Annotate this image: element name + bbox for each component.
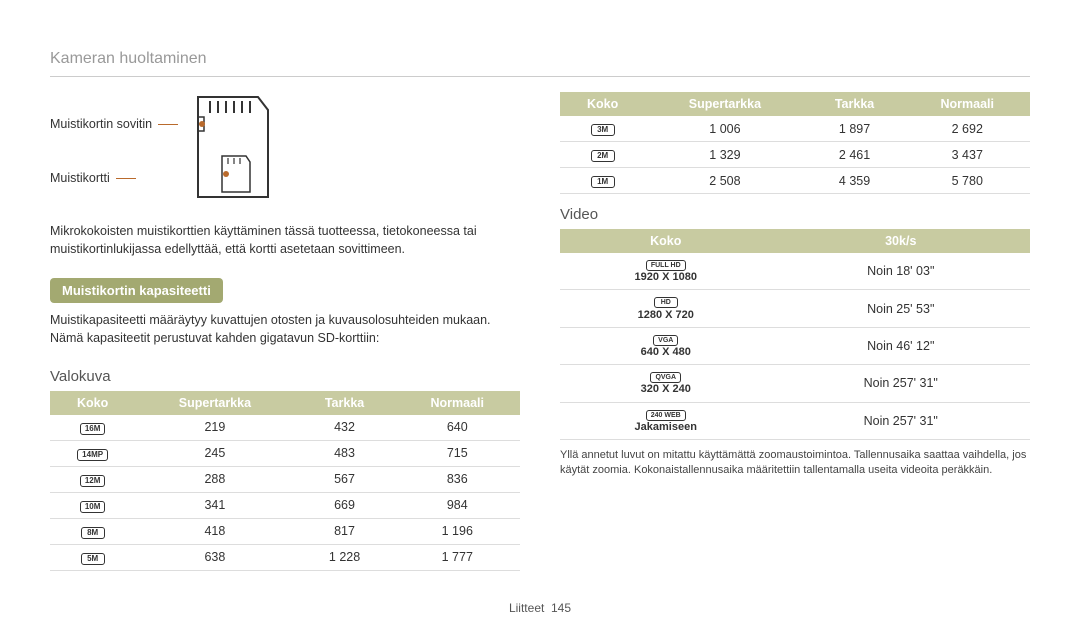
size-icon: 10M xyxy=(80,501,106,513)
table-row: 12M 288 567 836 xyxy=(50,466,520,492)
photo-title: Valokuva xyxy=(50,368,520,385)
connector-line xyxy=(158,124,178,125)
table-row: 240 WEB Jakamiseen Noin 257' 31" xyxy=(560,402,1030,439)
size-icon: 3M xyxy=(591,124,615,136)
size-icon: 2M xyxy=(591,150,615,162)
page-title: Kameran huoltaminen xyxy=(50,50,1030,68)
cell: 2 692 xyxy=(905,116,1030,142)
video-title: Video xyxy=(560,206,1030,223)
card-label: Muistikortti xyxy=(50,171,110,185)
size-icon: 1M xyxy=(591,176,615,188)
cell: 817 xyxy=(295,518,395,544)
col-header: Normaali xyxy=(905,92,1030,116)
cell: 2 461 xyxy=(805,142,905,168)
table-row: 2M 1 329 2 461 3 437 xyxy=(560,142,1030,168)
col-header: Normaali xyxy=(395,391,520,415)
resolution-icon: 240 WEB Jakamiseen xyxy=(568,408,764,434)
cell: 483 xyxy=(295,440,395,466)
table-row: FULL HD 1920 X 1080 Noin 18' 03" xyxy=(560,253,1030,290)
cell: Noin 257' 31" xyxy=(772,365,1031,402)
photo-table: Koko Supertarkka Tarkka Normaali 16M 219… xyxy=(50,391,520,571)
cell: 288 xyxy=(135,466,294,492)
resolution-icon: QVGA 320 X 240 xyxy=(568,370,764,396)
col-header: Koko xyxy=(50,391,135,415)
size-icon: 16M xyxy=(80,423,106,435)
resolution-icon: FULL HD 1920 X 1080 xyxy=(568,258,764,284)
table-row: 10M 341 669 984 xyxy=(50,492,520,518)
size-icon: 12M xyxy=(80,475,106,487)
cell: 1 777 xyxy=(395,544,520,570)
cell: 432 xyxy=(295,415,395,441)
right-column: Koko Supertarkka Tarkka Normaali 3M 1 00… xyxy=(560,92,1030,571)
cell: 1 006 xyxy=(645,116,804,142)
col-header: Supertarkka xyxy=(135,391,294,415)
cell: 1 897 xyxy=(805,116,905,142)
capacity-body: Muistikapasiteetti määräytyy kuvattujen … xyxy=(50,311,520,347)
photo-table-2: Koko Supertarkka Tarkka Normaali 3M 1 00… xyxy=(560,92,1030,194)
cell: 245 xyxy=(135,440,294,466)
col-header: Supertarkka xyxy=(645,92,804,116)
capacity-heading: Muistikortin kapasiteetti xyxy=(50,278,223,303)
table-row: 16M 219 432 640 xyxy=(50,415,520,441)
cell: 984 xyxy=(395,492,520,518)
cell: 4 359 xyxy=(805,168,905,194)
cell: Noin 257' 31" xyxy=(772,402,1031,439)
video-table: Koko 30k/s FULL HD 1920 X 1080 Noin 18' … xyxy=(560,229,1030,440)
cell: 219 xyxy=(135,415,294,441)
page-footer: Liitteet 145 xyxy=(0,601,1080,615)
table-row: 8M 418 817 1 196 xyxy=(50,518,520,544)
table-row: 14MP 245 483 715 xyxy=(50,440,520,466)
col-header: Tarkka xyxy=(805,92,905,116)
connector-line xyxy=(116,178,136,179)
table-row: VGA 640 X 480 Noin 46' 12" xyxy=(560,327,1030,364)
table-row: 5M 638 1 228 1 777 xyxy=(50,544,520,570)
cell: Noin 25' 53" xyxy=(772,290,1031,327)
cell: 638 xyxy=(135,544,294,570)
cell: 567 xyxy=(295,466,395,492)
cell: 3 437 xyxy=(905,142,1030,168)
col-header: Koko xyxy=(560,92,645,116)
resolution-icon: HD 1280 X 720 xyxy=(568,295,764,321)
intro-text: Mikrokokoisten muistikorttien käyttämine… xyxy=(50,222,520,258)
footer-label: Liitteet xyxy=(509,601,544,615)
cell: 1 329 xyxy=(645,142,804,168)
col-header: Koko xyxy=(560,229,772,253)
cell: Noin 46' 12" xyxy=(772,327,1031,364)
size-icon: 14MP xyxy=(77,449,108,461)
resolution-icon: VGA 640 X 480 xyxy=(568,333,764,359)
cell: 5 780 xyxy=(905,168,1030,194)
table-row: QVGA 320 X 240 Noin 257' 31" xyxy=(560,365,1030,402)
cell: 2 508 xyxy=(645,168,804,194)
cell: 669 xyxy=(295,492,395,518)
cell: 341 xyxy=(135,492,294,518)
table-row: 1M 2 508 4 359 5 780 xyxy=(560,168,1030,194)
table-row: 3M 1 006 1 897 2 692 xyxy=(560,116,1030,142)
size-icon: 5M xyxy=(81,553,105,565)
table-row: HD 1280 X 720 Noin 25' 53" xyxy=(560,290,1030,327)
cell: 1 196 xyxy=(395,518,520,544)
cell: 715 xyxy=(395,440,520,466)
cell: 418 xyxy=(135,518,294,544)
sd-card-icon xyxy=(188,92,278,202)
size-icon: 8M xyxy=(81,527,105,539)
col-header: 30k/s xyxy=(772,229,1031,253)
col-header: Tarkka xyxy=(295,391,395,415)
left-column: Muistikortin sovitin Muistikortti xyxy=(50,92,520,571)
sd-diagram: Muistikortin sovitin Muistikortti xyxy=(50,92,520,202)
footer-page: 145 xyxy=(551,601,571,615)
video-footnote: Yllä annetut luvut on mitattu käyttämätt… xyxy=(560,448,1030,479)
adapter-label: Muistikortin sovitin xyxy=(50,117,152,131)
cell: 640 xyxy=(395,415,520,441)
cell: 1 228 xyxy=(295,544,395,570)
cell: 836 xyxy=(395,466,520,492)
cell: Noin 18' 03" xyxy=(772,253,1031,290)
header-divider xyxy=(50,76,1030,77)
